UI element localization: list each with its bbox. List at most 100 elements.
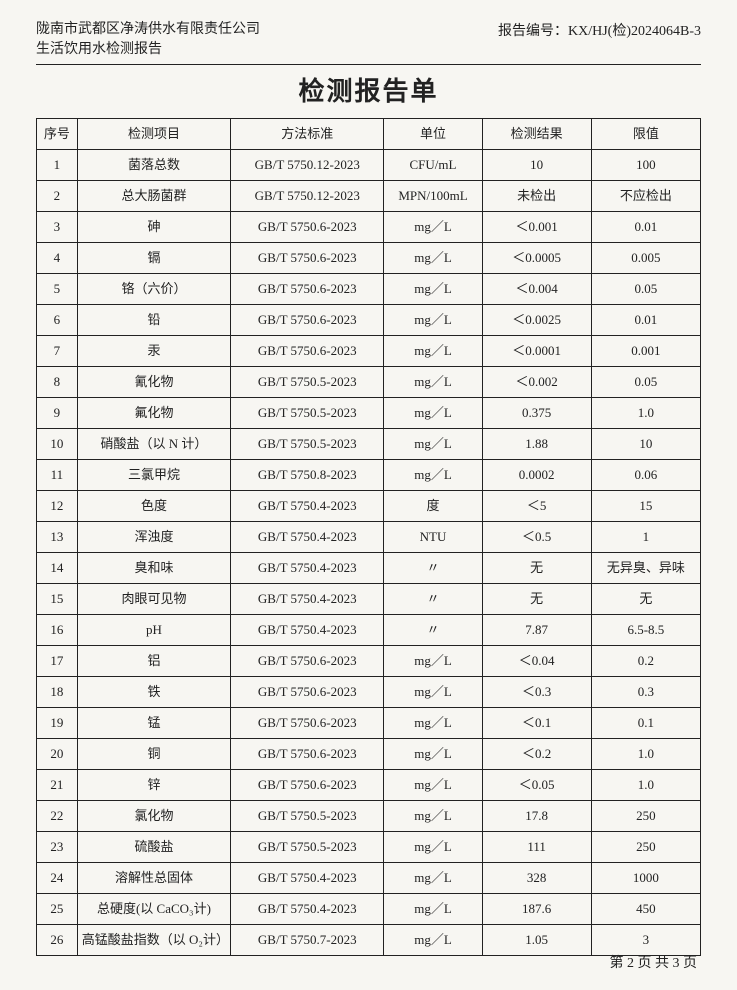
cell-result: ＜0.04	[482, 646, 591, 677]
cell-seq: 13	[37, 522, 78, 553]
table-row: 9氟化物GB/T 5750.5-2023mg／L0.3751.0	[37, 398, 701, 429]
cell-unit: mg／L	[384, 336, 482, 367]
cell-method: GB/T 5750.5-2023	[231, 801, 384, 832]
cell-seq: 22	[37, 801, 78, 832]
cell-limit: 不应检出	[591, 181, 700, 212]
cell-unit: mg／L	[384, 894, 482, 925]
cell-unit: mg／L	[384, 243, 482, 274]
cell-unit: mg／L	[384, 274, 482, 305]
cell-method: GB/T 5750.6-2023	[231, 646, 384, 677]
cell-item: 浑浊度	[77, 522, 230, 553]
table-row: 22氯化物GB/T 5750.5-2023mg／L17.8250	[37, 801, 701, 832]
cell-result: ＜0.1	[482, 708, 591, 739]
cell-item: 肉眼可见物	[77, 584, 230, 615]
cell-method: GB/T 5750.5-2023	[231, 398, 384, 429]
cell-unit: mg／L	[384, 212, 482, 243]
cell-unit: mg／L	[384, 863, 482, 894]
table-row: 13浑浊度GB/T 5750.4-2023NTU＜0.51	[37, 522, 701, 553]
cell-seq: 26	[37, 925, 78, 956]
cell-seq: 7	[37, 336, 78, 367]
cell-result: ＜0.001	[482, 212, 591, 243]
cell-seq: 19	[37, 708, 78, 739]
cell-limit: 1.0	[591, 398, 700, 429]
cell-seq: 8	[37, 367, 78, 398]
cell-limit: 1000	[591, 863, 700, 894]
cell-item: 汞	[77, 336, 230, 367]
cell-unit: mg／L	[384, 646, 482, 677]
cell-item: 硝酸盐（以 N 计）	[77, 429, 230, 460]
cell-result: ＜0.004	[482, 274, 591, 305]
cell-seq: 2	[37, 181, 78, 212]
cell-limit: 无异臭、异味	[591, 553, 700, 584]
report-type: 生活饮用水检测报告	[36, 40, 701, 60]
cell-result: ＜0.2	[482, 739, 591, 770]
cell-seq: 24	[37, 863, 78, 894]
col-seq: 序号	[37, 119, 78, 150]
cell-seq: 3	[37, 212, 78, 243]
table-row: 1菌落总数GB/T 5750.12-2023CFU/mL10100	[37, 150, 701, 181]
cell-limit: 1.0	[591, 770, 700, 801]
cell-limit: 1.0	[591, 739, 700, 770]
cell-item: 色度	[77, 491, 230, 522]
cell-result: 无	[482, 584, 591, 615]
cell-seq: 17	[37, 646, 78, 677]
cell-unit: MPN/100mL	[384, 181, 482, 212]
cell-seq: 4	[37, 243, 78, 274]
page: 陇南市武都区净涛供水有限责任公司 生活饮用水检测报告 报告编号：KX/HJ(检)…	[0, 0, 737, 990]
table-row: 4镉GB/T 5750.6-2023mg／L＜0.00050.005	[37, 243, 701, 274]
cell-unit: mg／L	[384, 398, 482, 429]
table-row: 17铝GB/T 5750.6-2023mg／L＜0.040.2	[37, 646, 701, 677]
cell-method: GB/T 5750.6-2023	[231, 336, 384, 367]
cell-result: ＜0.05	[482, 770, 591, 801]
cell-seq: 12	[37, 491, 78, 522]
table-row: 5铬（六价）GB/T 5750.6-2023mg／L＜0.0040.05	[37, 274, 701, 305]
cell-result: ＜0.0025	[482, 305, 591, 336]
cell-result: ＜0.5	[482, 522, 591, 553]
cell-method: GB/T 5750.6-2023	[231, 739, 384, 770]
table-row: 20铜GB/T 5750.6-2023mg／L＜0.21.0	[37, 739, 701, 770]
cell-method: GB/T 5750.7-2023	[231, 925, 384, 956]
cell-limit: 0.06	[591, 460, 700, 491]
cell-result: 187.6	[482, 894, 591, 925]
table-row: 18铁GB/T 5750.6-2023mg／L＜0.30.3	[37, 677, 701, 708]
table-row: 6铅GB/T 5750.6-2023mg／L＜0.00250.01	[37, 305, 701, 336]
cell-seq: 20	[37, 739, 78, 770]
cell-item: 硫酸盐	[77, 832, 230, 863]
table-row: 26高锰酸盐指数（以 O₂计）GB/T 5750.7-2023mg／L1.053	[37, 925, 701, 956]
table-row: 3砷GB/T 5750.6-2023mg／L＜0.0010.01	[37, 212, 701, 243]
cell-result: 7.87	[482, 615, 591, 646]
cell-unit: 〃	[384, 615, 482, 646]
cell-seq: 25	[37, 894, 78, 925]
table-body: 1菌落总数GB/T 5750.12-2023CFU/mL101002总大肠菌群G…	[37, 150, 701, 956]
report-no-label: 报告编号：	[498, 24, 568, 39]
cell-item: pH	[77, 615, 230, 646]
cell-seq: 16	[37, 615, 78, 646]
cell-result: 未检出	[482, 181, 591, 212]
cell-unit: 〃	[384, 584, 482, 615]
cell-method: GB/T 5750.4-2023	[231, 863, 384, 894]
table-row: 25总硬度(以 CaCO₃计)GB/T 5750.4-2023mg／L187.6…	[37, 894, 701, 925]
cell-seq: 14	[37, 553, 78, 584]
table-row: 16pHGB/T 5750.4-2023〃7.876.5-8.5	[37, 615, 701, 646]
cell-limit: 0.2	[591, 646, 700, 677]
cell-item: 铜	[77, 739, 230, 770]
cell-unit: mg／L	[384, 305, 482, 336]
cell-method: GB/T 5750.6-2023	[231, 305, 384, 336]
cell-method: GB/T 5750.4-2023	[231, 491, 384, 522]
table-row: 12色度GB/T 5750.4-2023度＜515	[37, 491, 701, 522]
cell-method: GB/T 5750.5-2023	[231, 429, 384, 460]
cell-method: GB/T 5750.6-2023	[231, 274, 384, 305]
cell-method: GB/T 5750.4-2023	[231, 615, 384, 646]
cell-item: 氰化物	[77, 367, 230, 398]
cell-limit: 250	[591, 832, 700, 863]
cell-method: GB/T 5750.4-2023	[231, 553, 384, 584]
table-row: 14臭和味GB/T 5750.4-2023〃无无异臭、异味	[37, 553, 701, 584]
cell-method: GB/T 5750.4-2023	[231, 894, 384, 925]
cell-unit: mg／L	[384, 925, 482, 956]
header-right: 报告编号：KX/HJ(检)2024064B-3	[498, 20, 701, 40]
cell-method: GB/T 5750.5-2023	[231, 832, 384, 863]
cell-unit: mg／L	[384, 832, 482, 863]
cell-method: GB/T 5750.4-2023	[231, 522, 384, 553]
cell-unit: 度	[384, 491, 482, 522]
cell-item: 铅	[77, 305, 230, 336]
